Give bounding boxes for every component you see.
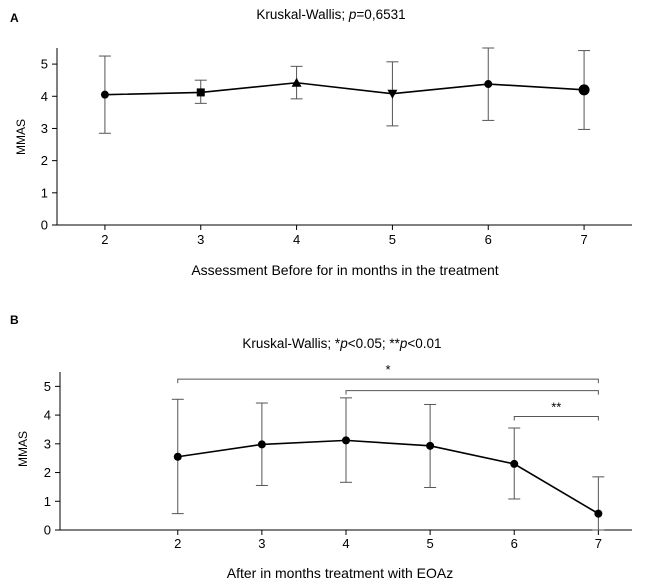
- panel-b-y-tick-label: 1: [44, 494, 51, 509]
- panel-b-y-axis-title: MMAS: [16, 431, 30, 467]
- panel-a-data-point: [196, 88, 205, 97]
- panel-a-x-tick-label: 5: [389, 232, 396, 247]
- panel-b-data-point: [257, 440, 266, 449]
- panel-b-significance-bracket: [513, 416, 599, 421]
- panel-b-y-tick-label: 3: [44, 436, 51, 451]
- panel-b: B Kruskal-Wallis; *p<0.05; **p<0.01 0 1 2 3…: [10, 313, 632, 581]
- panel-a-x-tick-label: 3: [197, 232, 204, 247]
- panel-b-x-tick-label: 6: [511, 536, 518, 551]
- panel-a-x-tick-label: 4: [293, 232, 300, 247]
- panel-a-y-tick-label: 4: [41, 89, 48, 104]
- panel-b-x-tick-label: 3: [258, 536, 265, 551]
- panel-b-x-tick-label: 5: [427, 536, 434, 551]
- panel-a-data-point: [387, 89, 398, 99]
- panel-a-x-tick-label: 6: [485, 232, 492, 247]
- panel-a-y-tick-label: 5: [41, 57, 48, 72]
- panel-b-x-tick-label: 4: [342, 536, 349, 551]
- panel-b-data-point: [510, 459, 519, 468]
- panel-b-x-tick-label: 7: [595, 536, 602, 551]
- panel-a-title: Kruskal-Wallis; p=0,6531: [256, 7, 405, 22]
- panel-a-y-tick-label: 2: [41, 153, 48, 168]
- panel-a-x-tick-label: 7: [580, 232, 587, 247]
- panel-a-x-axis-title: Assessment Before for in months in the t…: [191, 262, 498, 278]
- panel-b-x-axis-title: After in months treatment with EOAz: [227, 565, 453, 581]
- panel-b-y-tick-label: 2: [44, 465, 51, 480]
- panel-a-y-tick-label: 3: [41, 121, 48, 136]
- panel-b-data-point: [173, 452, 182, 461]
- panel-b-significance-bracket: [177, 378, 599, 384]
- panel-a-data-point: [100, 90, 109, 99]
- panel-b-significance-label: *: [386, 362, 391, 377]
- panel-b-data-point: [594, 509, 603, 518]
- panel-b-x-tick-label: 2: [174, 536, 181, 551]
- panel-a-data-point: [484, 80, 493, 89]
- panel-b-significance-label: **: [551, 400, 561, 415]
- panel-a-data-point: [291, 77, 302, 87]
- panel-a-y-tick-label: 0: [41, 218, 48, 233]
- panel-b-y-tick-label: 0: [44, 523, 51, 538]
- panel-a-y-axis-title: MMAS: [14, 119, 28, 155]
- panel-b-y-tick-label: 4: [44, 408, 51, 423]
- panel-a-letter: A: [10, 11, 19, 25]
- panel-b-y-tick-label: 5: [44, 379, 51, 394]
- panel-b-data-point: [342, 436, 350, 445]
- panel-a-x-tick-label: 2: [101, 232, 108, 247]
- panel-b-significance-bracket: [345, 390, 599, 395]
- panel-b-title: Kruskal-Wallis; *p<0.05; **p<0.01: [242, 336, 441, 351]
- panel-a-data-point: [578, 84, 590, 96]
- panel-b-data-point: [426, 441, 435, 450]
- panel-b-letter: B: [10, 313, 19, 327]
- panel-b-series-line: [177, 439, 599, 515]
- panel-a-series-line: [104, 81, 585, 96]
- panel-a-y-tick-label: 1: [41, 185, 48, 200]
